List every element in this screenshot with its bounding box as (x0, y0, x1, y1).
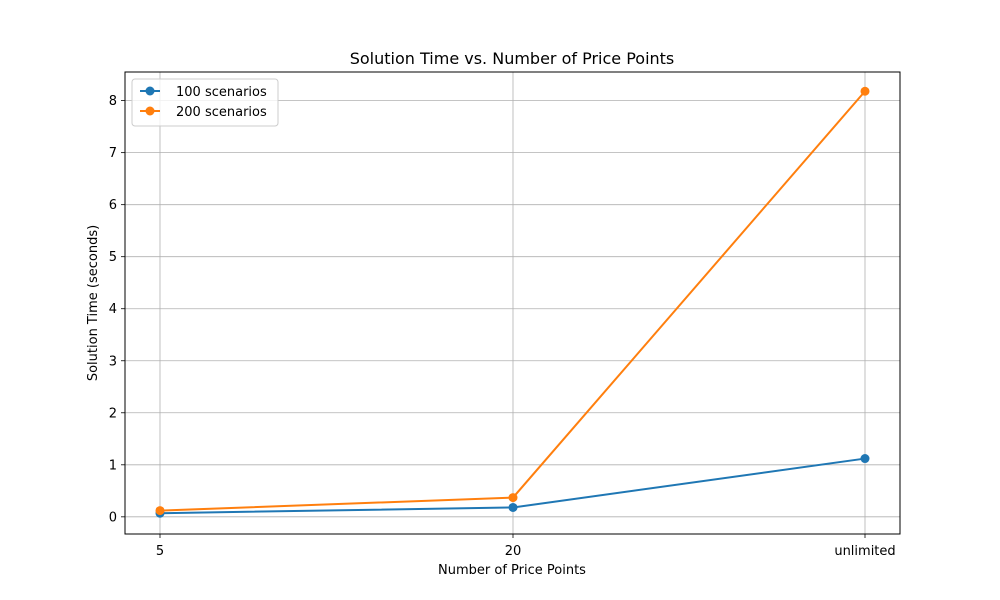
data-point-200-scenarios (508, 493, 518, 503)
y-tick-label: 8 (109, 94, 117, 109)
y-tick-label: 5 (109, 250, 117, 265)
legend-marker-100-scenarios (145, 86, 155, 96)
data-series (155, 86, 870, 518)
data-point-100-scenarios (860, 454, 870, 464)
y-tick-label: 3 (109, 354, 117, 369)
plot-area-frame (124, 71, 901, 535)
legend: 100 scenarios 200 scenarios (131, 78, 279, 127)
x-tick-label: unlimited (834, 544, 895, 559)
x-tick-label: 5 (156, 544, 164, 559)
data-point-200-scenarios (860, 86, 870, 96)
grid (125, 72, 900, 534)
chart-title: Solution Time vs. Number of Price Points (350, 49, 675, 68)
data-point-100-scenarios (508, 502, 518, 512)
axis-ticks: 5 20 unlimited 0 1 2 3 4 5 6 7 8 (109, 94, 896, 559)
x-tick-label: 20 (505, 544, 522, 559)
legend-label-200-scenarios: 200 scenarios (176, 105, 267, 120)
legend-label-100-scenarios: 100 scenarios (176, 85, 267, 100)
y-tick-label: 6 (109, 198, 117, 213)
y-tick-label: 2 (109, 406, 117, 421)
y-tick-label: 4 (109, 302, 117, 317)
y-tick-label: 1 (109, 458, 117, 473)
y-tick-label: 7 (109, 146, 117, 161)
y-tick-label: 0 (109, 510, 117, 525)
legend-marker-200-scenarios (145, 106, 155, 116)
legend-box (131, 78, 279, 127)
x-axis-label: Number of Price Points (438, 563, 586, 578)
y-axis-label: Solution Time (seconds) (86, 225, 101, 381)
data-point-200-scenarios (155, 506, 165, 516)
